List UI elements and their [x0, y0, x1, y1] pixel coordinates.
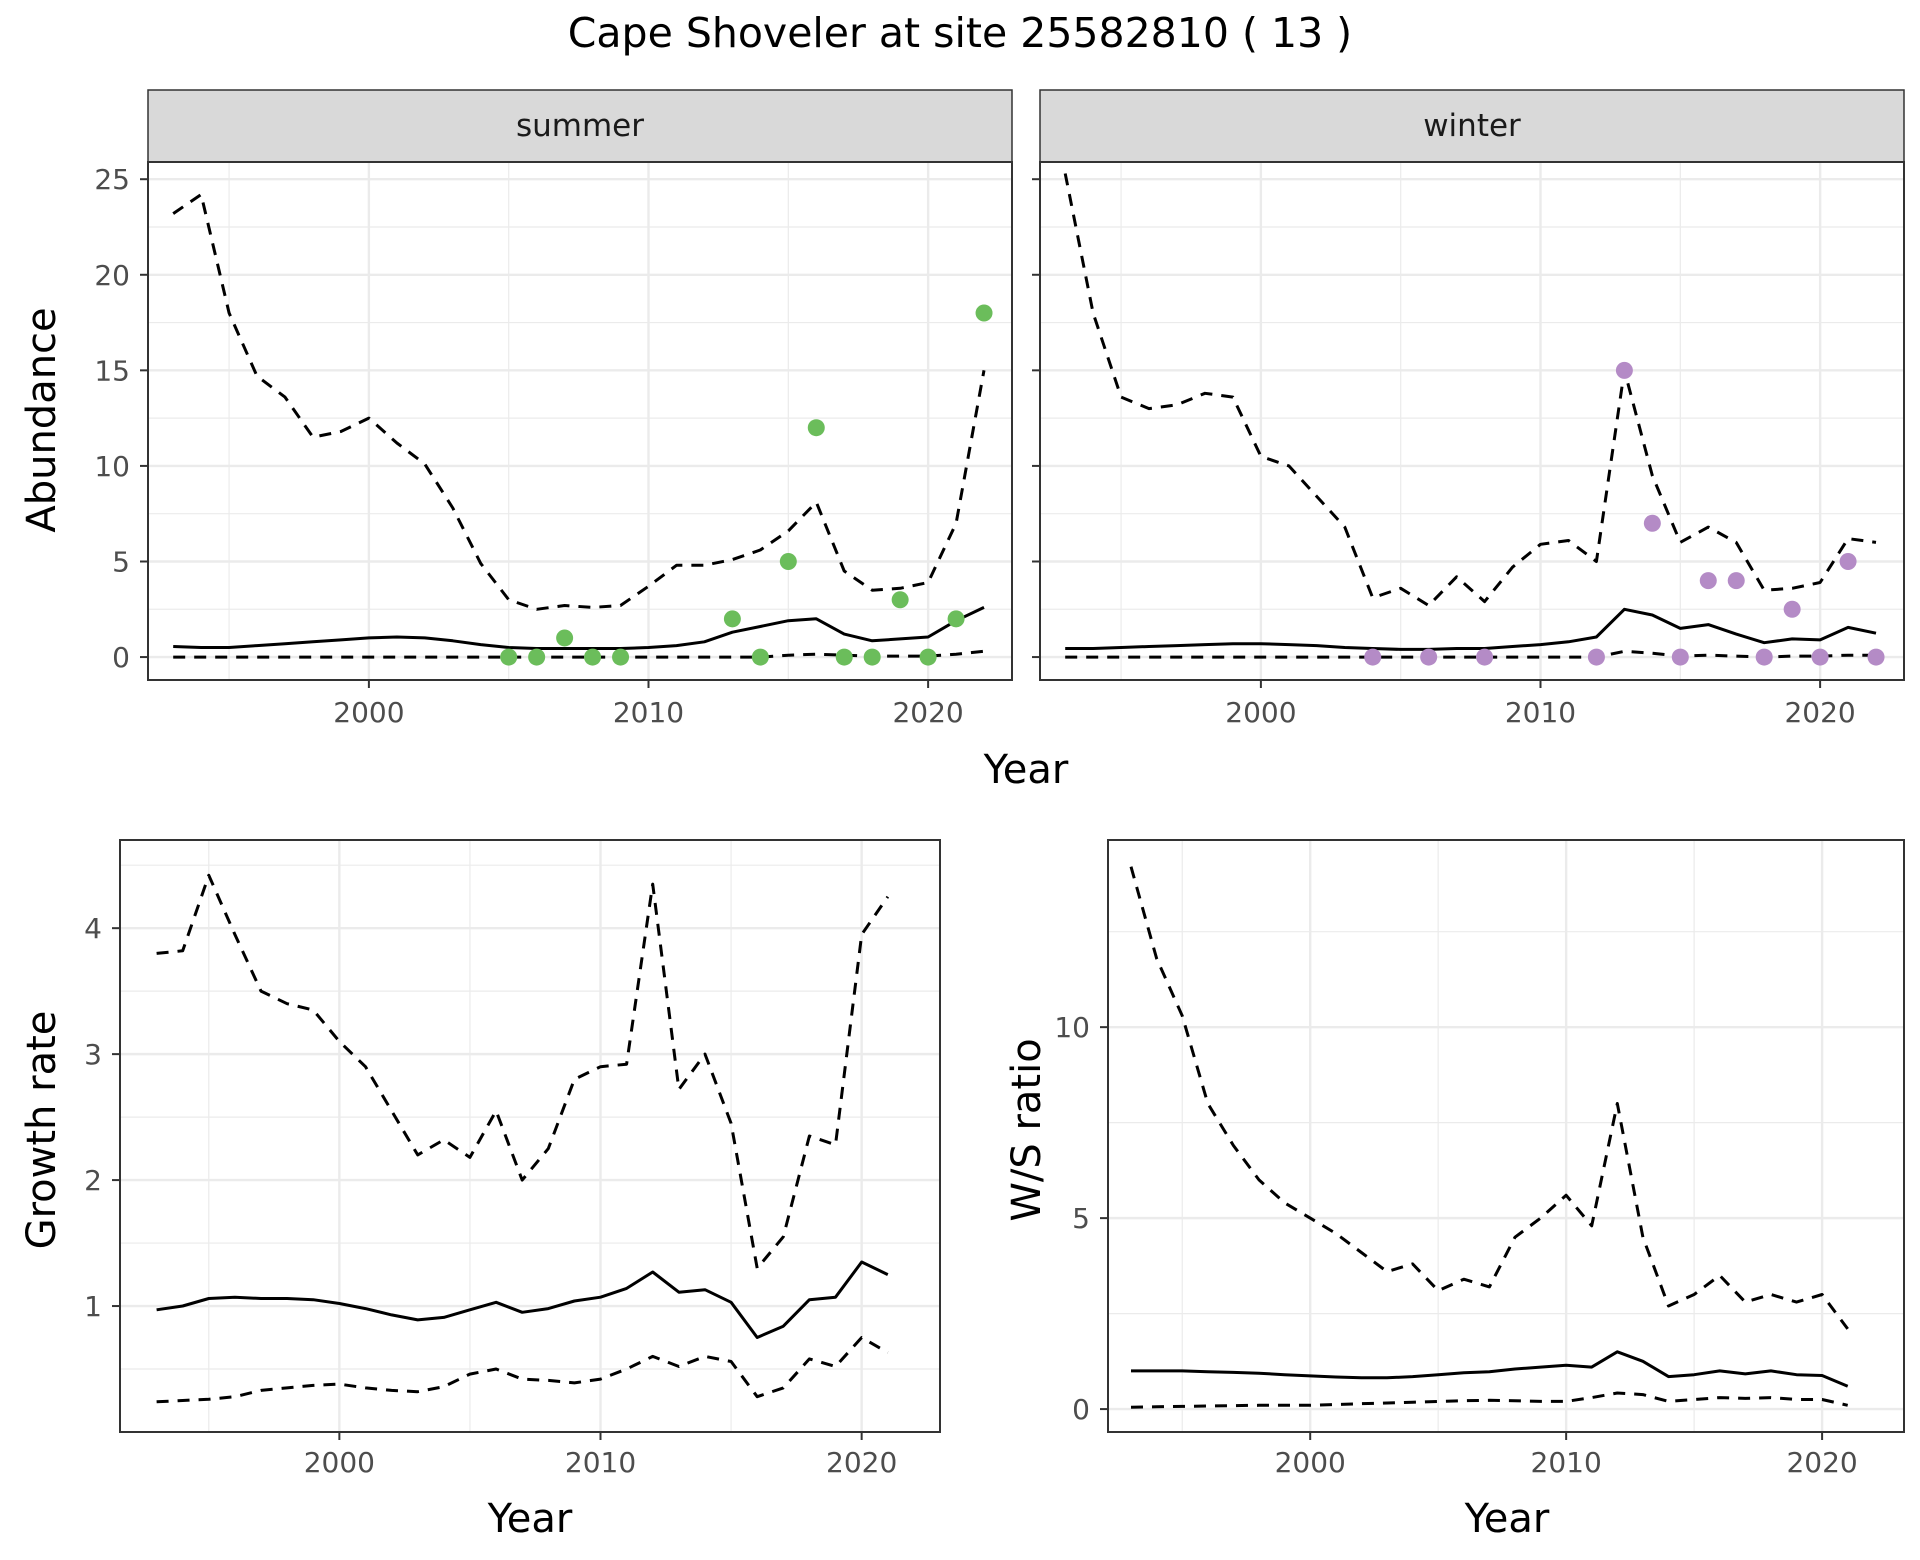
summer-data-point: [891, 591, 909, 609]
summer-y-tick-label: 10: [94, 450, 130, 483]
growth-x-tick-label: 2000: [304, 1446, 375, 1479]
summer-plot-background: [148, 162, 1012, 680]
winter-data-point: [1867, 648, 1885, 666]
growth-y-tick-label: 2: [84, 1164, 102, 1197]
summer-data-point: [863, 648, 881, 666]
summer-data-point: [500, 648, 518, 666]
growth-panel-border: [119, 839, 941, 1433]
growth-y-tick-label: 1: [84, 1290, 102, 1323]
winter-data-point: [1364, 648, 1382, 666]
winter-plot-background: [1040, 162, 1904, 680]
summer-panel-border: [147, 161, 1013, 681]
winter-panel-border: [1039, 161, 1905, 681]
growth-x-axis-title: Year: [487, 1496, 573, 1542]
growth-interval-line: [156, 873, 890, 1270]
winter-data-point: [1839, 552, 1857, 570]
summer-x-tick-label: 2000: [333, 696, 404, 729]
ratio-interval-line: [1129, 866, 1849, 1330]
ratio-y-tick-label: 5: [1072, 1202, 1090, 1235]
winter-data-point: [1755, 648, 1773, 666]
summer-data-point: [975, 304, 993, 322]
summer-data-point: [528, 648, 546, 666]
summer-data-point: [807, 419, 825, 437]
summer-data-point: [835, 648, 853, 666]
winter-data-point: [1811, 648, 1829, 666]
facet-label-winter: winter: [1423, 108, 1521, 144]
summer-panel: 2000 2010 2020 0 5 10 15 20 25: [94, 161, 1013, 729]
summer-median-line: [173, 606, 985, 650]
summer-y-tick-label: 20: [94, 259, 130, 292]
summer-y-tick-label: 0: [112, 641, 130, 674]
winter-x-tick-label: 2010: [1505, 696, 1576, 729]
summer-y-tick-label: 5: [112, 545, 130, 578]
summer-data-point: [751, 648, 769, 666]
summer-data-point: [612, 648, 630, 666]
facet-label-summer: summer: [516, 108, 644, 144]
ratio-x-axis-title: Year: [1464, 1496, 1550, 1542]
summer-data-point: [723, 610, 741, 628]
summer-y-tick-label: 25: [94, 163, 130, 196]
summer-y-tick-label: 15: [94, 354, 130, 387]
winter-panel: 2000 2010 2020: [1032, 161, 1905, 729]
summer-data-point: [947, 610, 965, 628]
winter-interval-line: [1063, 173, 1877, 607]
winter-data-point: [1587, 648, 1605, 666]
growth-median-line: [156, 1260, 889, 1339]
summer-data-point: [584, 648, 602, 666]
summer-data-point: [779, 552, 797, 570]
ratio-plot-background: [1108, 840, 1904, 1432]
top-x-axis-title: Year: [983, 747, 1069, 793]
ratio-panel-border: [1107, 839, 1905, 1433]
winter-data-point: [1643, 514, 1661, 532]
winter-data-point: [1671, 648, 1689, 666]
winter-interval-line: [1065, 649, 1876, 659]
facet-strip-summer: [147, 89, 1013, 163]
growth-y-axis-title: Growth rate: [19, 1011, 65, 1250]
summer-x-tick-label: 2020: [892, 696, 963, 729]
winter-data-point: [1420, 648, 1438, 666]
winter-data-point: [1783, 600, 1801, 618]
winter-median-line: [1065, 607, 1877, 651]
winter-x-tick-label: 2000: [1225, 696, 1296, 729]
winter-data-point: [1727, 572, 1745, 590]
winter-x-tick-label: 2020: [1784, 696, 1855, 729]
ratio-panel: 2000 2010 2020 0 5 10: [1054, 839, 1905, 1479]
summer-x-tick-label: 2010: [613, 696, 684, 729]
ratio-x-tick-label: 2000: [1275, 1446, 1346, 1479]
ratio-x-tick-label: 2010: [1531, 1446, 1602, 1479]
winter-data-point: [1699, 572, 1717, 590]
figure-title: Cape Shoveler at site 25582810 ( 13 ): [568, 9, 1352, 57]
summer-data-point: [556, 629, 574, 647]
summer-interval-line: [172, 193, 986, 611]
facet-strip-winter: [1039, 89, 1905, 163]
ratio-y-tick-label: 0: [1072, 1393, 1090, 1426]
growth-panel: 2000 2010 2020 1 2 3 4: [84, 839, 941, 1479]
growth-x-tick-label: 2020: [826, 1446, 897, 1479]
top-y-axis-title: Abundance: [19, 307, 65, 532]
summer-data-point: [919, 648, 937, 666]
ratio-y-tick-label: 10: [1054, 1011, 1090, 1044]
growth-x-tick-label: 2010: [565, 1446, 636, 1479]
ratio-interval-line: [1130, 1391, 1849, 1409]
growth-plot-background: [120, 840, 940, 1432]
growth-y-tick-label: 4: [84, 912, 102, 945]
ratio-y-axis-title: W/S ratio: [1004, 1038, 1050, 1221]
ratio-median-line: [1131, 1350, 1849, 1388]
growth-y-tick-label: 3: [84, 1038, 102, 1071]
winter-data-point: [1476, 648, 1494, 666]
ratio-x-tick-label: 2020: [1786, 1446, 1857, 1479]
winter-data-point: [1615, 361, 1633, 379]
